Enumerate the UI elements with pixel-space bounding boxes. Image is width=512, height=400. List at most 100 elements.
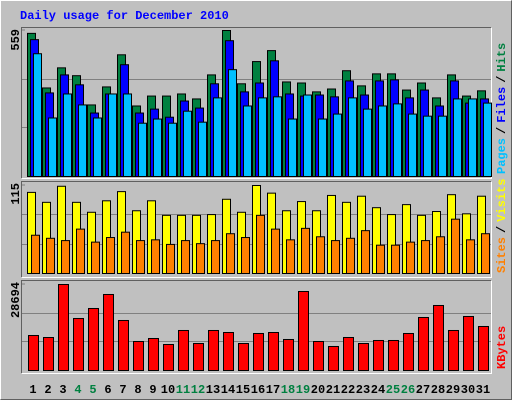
bar bbox=[198, 121, 207, 177]
legend-entry: Pages bbox=[495, 138, 509, 174]
legend-entry: Files bbox=[495, 87, 509, 123]
bar bbox=[88, 307, 99, 372]
bar bbox=[58, 284, 69, 371]
bar bbox=[63, 93, 72, 177]
y-tick-label: 559 bbox=[9, 29, 23, 51]
x-tick-label: 15 bbox=[236, 383, 250, 397]
x-tick-label: 1 bbox=[29, 383, 36, 397]
bar bbox=[256, 214, 265, 274]
bar bbox=[166, 243, 175, 274]
x-tick-label: 17 bbox=[266, 383, 280, 397]
bar bbox=[346, 237, 355, 275]
bar bbox=[421, 240, 430, 275]
x-tick-label: 30 bbox=[461, 383, 475, 397]
bar bbox=[258, 97, 267, 177]
legend: Pages / Files / Hits bbox=[495, 43, 509, 174]
legend-entry: Visits bbox=[495, 179, 509, 222]
bar bbox=[418, 316, 429, 372]
legend-separator: / bbox=[495, 127, 509, 134]
bar bbox=[196, 243, 205, 275]
bar bbox=[43, 336, 54, 372]
bar bbox=[163, 343, 174, 372]
x-tick-label: 2 bbox=[44, 383, 51, 397]
legend-entry: Sites bbox=[495, 237, 509, 273]
bar bbox=[348, 97, 357, 177]
bar bbox=[181, 240, 190, 275]
bar bbox=[243, 105, 252, 177]
bar bbox=[241, 237, 250, 275]
bar bbox=[468, 98, 477, 177]
bar bbox=[193, 342, 204, 372]
bar bbox=[451, 218, 460, 275]
bar bbox=[303, 94, 312, 177]
bar bbox=[271, 228, 280, 274]
x-tick-label: 11 bbox=[176, 383, 190, 397]
bar bbox=[328, 345, 339, 371]
bar bbox=[183, 110, 192, 177]
x-tick-label: 5 bbox=[89, 383, 96, 397]
bar bbox=[223, 331, 234, 372]
x-tick-label: 6 bbox=[104, 383, 111, 397]
x-tick-label: 8 bbox=[134, 383, 141, 397]
bar bbox=[91, 241, 100, 274]
bar bbox=[33, 53, 42, 177]
bar bbox=[136, 240, 145, 275]
bar bbox=[268, 331, 279, 372]
legend: Sites / Visits bbox=[495, 179, 509, 273]
bar bbox=[343, 336, 354, 372]
bar bbox=[28, 334, 39, 371]
bar bbox=[93, 117, 102, 177]
x-tick-label: 3 bbox=[59, 383, 66, 397]
bar bbox=[423, 115, 432, 177]
chart-title: Daily usage for December 2010 bbox=[20, 9, 229, 23]
bar bbox=[363, 108, 372, 177]
bar bbox=[483, 102, 492, 177]
x-tick-label: 23 bbox=[356, 383, 370, 397]
bar bbox=[31, 234, 40, 275]
legend-separator: / bbox=[495, 76, 509, 83]
x-tick-label: 10 bbox=[161, 383, 175, 397]
bar bbox=[108, 93, 117, 177]
bar bbox=[393, 103, 402, 177]
y-tick-label: 115 bbox=[9, 183, 23, 205]
bar bbox=[78, 104, 87, 177]
bar bbox=[453, 98, 462, 177]
bar bbox=[298, 290, 309, 372]
x-tick-label: 9 bbox=[149, 383, 156, 397]
bar bbox=[73, 317, 84, 372]
x-tick-label: 29 bbox=[446, 383, 460, 397]
bar bbox=[168, 122, 177, 177]
bar bbox=[228, 69, 237, 177]
x-tick-label: 4 bbox=[74, 383, 81, 397]
bar bbox=[333, 113, 342, 178]
bar bbox=[103, 293, 114, 371]
bar bbox=[406, 241, 415, 274]
bar bbox=[118, 319, 129, 371]
x-tick-label: 20 bbox=[311, 383, 325, 397]
bar bbox=[253, 332, 264, 372]
bar bbox=[478, 325, 489, 371]
bar bbox=[378, 105, 387, 177]
x-tick-label: 26 bbox=[401, 383, 415, 397]
x-tick-label: 25 bbox=[386, 383, 400, 397]
bar bbox=[61, 240, 70, 275]
bar bbox=[436, 236, 445, 274]
bar bbox=[123, 93, 132, 177]
bar bbox=[48, 117, 57, 177]
bar bbox=[361, 230, 370, 274]
plot-border-light bbox=[21, 181, 492, 278]
bar bbox=[211, 240, 220, 275]
bar bbox=[373, 339, 384, 371]
bar bbox=[76, 228, 85, 274]
bar bbox=[433, 304, 444, 371]
x-tick-label: 21 bbox=[326, 383, 340, 397]
bar bbox=[288, 118, 297, 178]
x-tick-label: 19 bbox=[296, 383, 310, 397]
x-tick-label: 24 bbox=[371, 383, 385, 397]
bar bbox=[318, 118, 327, 178]
x-tick-label: 12 bbox=[191, 383, 205, 397]
bar bbox=[208, 329, 219, 371]
bar bbox=[463, 315, 474, 371]
